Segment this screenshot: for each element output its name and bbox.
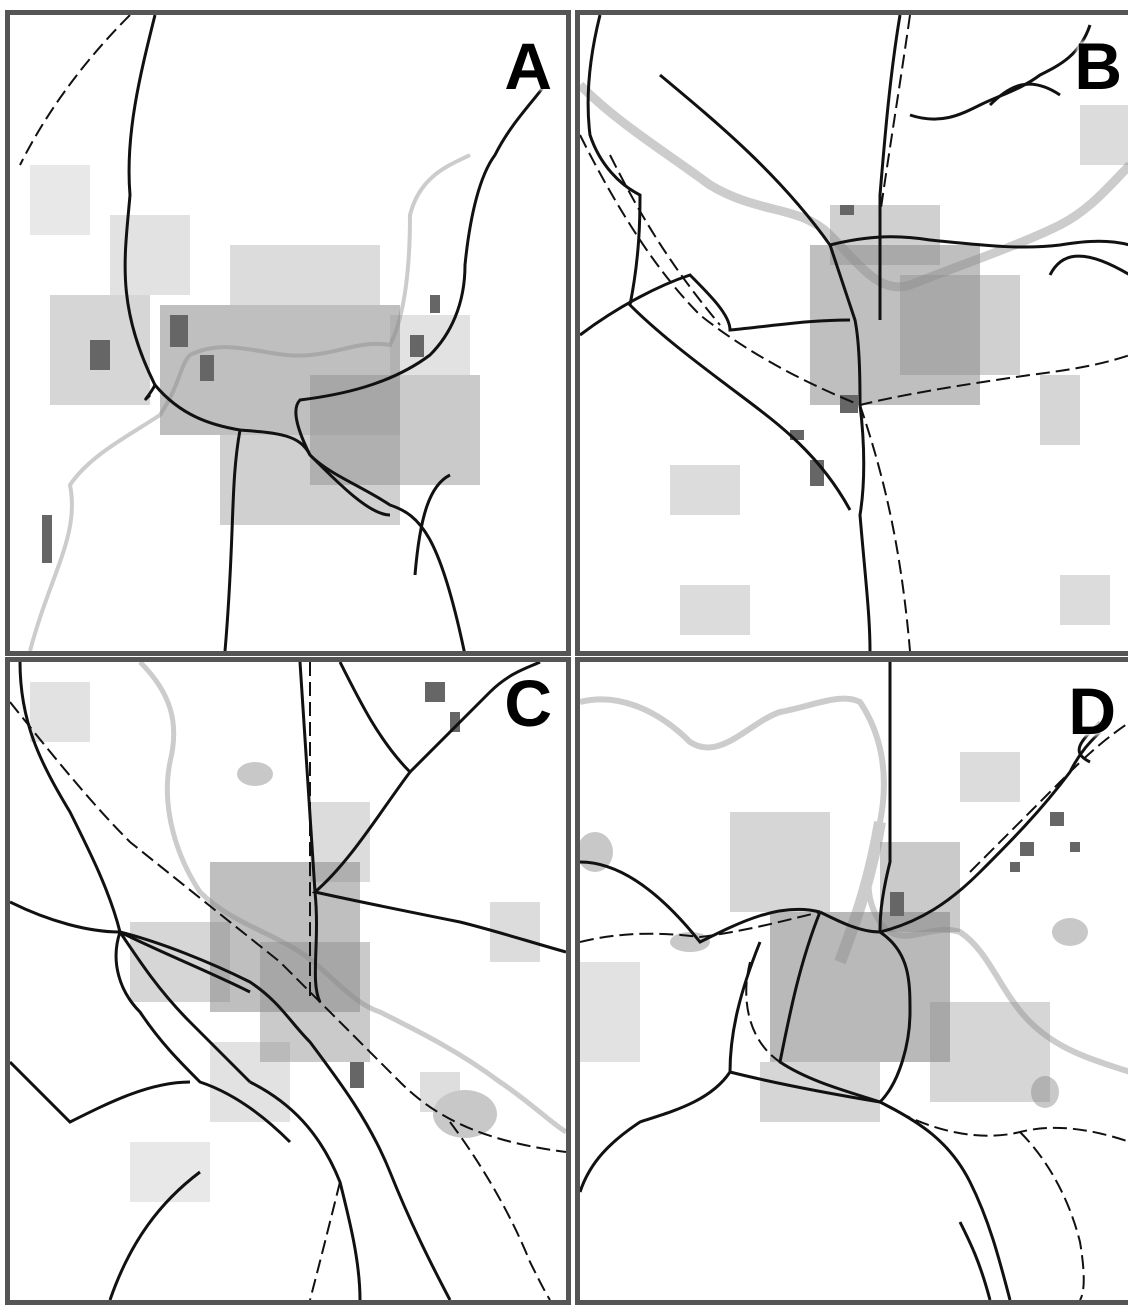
panel-label-c: C [504,666,552,740]
roads [123,15,547,651]
map-a-canvas [19,15,547,651]
panel-label-d: D [1068,674,1116,748]
green-areas [237,762,497,1138]
railways [580,722,1128,1300]
map-panel-b: B [575,10,1128,656]
railways [580,15,1128,651]
map-c-canvas [10,662,566,1300]
railways [19,15,131,166]
panel-label-a: A [504,29,552,103]
roads [580,15,1128,651]
map-panel-d: D [575,657,1128,1305]
panel-label-b: B [1074,29,1122,103]
map-panel-a: A [5,10,571,656]
building-clusters [30,165,480,563]
building-clusters [580,752,1080,1122]
building-clusters [30,682,540,1202]
map-panel-c: C [5,657,571,1305]
railways [10,662,566,1300]
map-b-canvas [580,15,1128,651]
building-clusters [670,105,1128,635]
roads [10,662,566,1300]
river [580,695,1128,1075]
map-d-canvas [580,662,1128,1300]
roads [580,662,1102,1300]
